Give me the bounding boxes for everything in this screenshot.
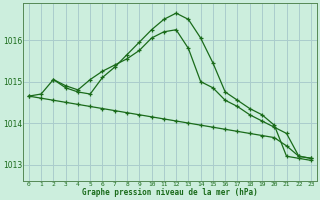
X-axis label: Graphe pression niveau de la mer (hPa): Graphe pression niveau de la mer (hPa) [82,188,258,197]
